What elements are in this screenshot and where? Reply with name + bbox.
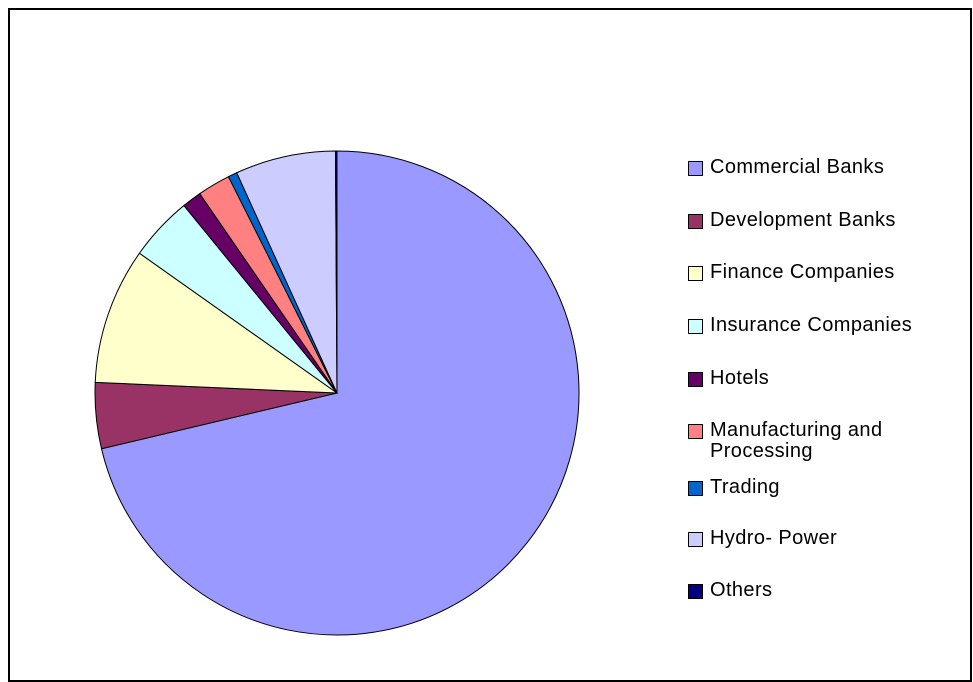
legend-item: Development Banks (688, 210, 896, 231)
legend-item: Finance Companies (688, 262, 895, 283)
legend-swatch (688, 481, 703, 496)
legend-item: Commercial Banks (688, 157, 884, 178)
legend-item: Insurance Companies (688, 315, 912, 336)
legend-swatch (688, 319, 703, 334)
legend-swatch (688, 214, 703, 229)
legend-swatch (688, 584, 703, 599)
legend-item: Manufacturing and Processing (688, 420, 940, 462)
legend-label: Finance Companies (710, 261, 895, 283)
legend-swatch (688, 424, 703, 439)
legend-swatch (688, 266, 703, 281)
legend-item: Hotels (688, 368, 769, 389)
legend-swatch (688, 161, 703, 176)
legend-label: Insurance Companies (710, 314, 913, 336)
legend-label: Others (710, 579, 773, 601)
legend-swatch (688, 532, 703, 547)
pie-slice (334, 150, 338, 394)
legend-label: Hydro- Power (710, 527, 838, 549)
legend-label: Commercial Banks (710, 156, 885, 178)
legend-item: Others (688, 580, 772, 601)
legend-label: Development Banks (710, 209, 896, 231)
legend-label: Trading (710, 476, 780, 498)
chart-frame (8, 8, 972, 682)
legend-item: Trading (688, 477, 780, 498)
legend-label: Hotels (710, 367, 770, 389)
legend-label: Manufacturing and Processing (710, 419, 883, 462)
legend-swatch (688, 372, 703, 387)
legend-item: Hydro- Power (688, 528, 837, 549)
pie-slice (100, 150, 580, 636)
pie-slice (94, 252, 339, 394)
